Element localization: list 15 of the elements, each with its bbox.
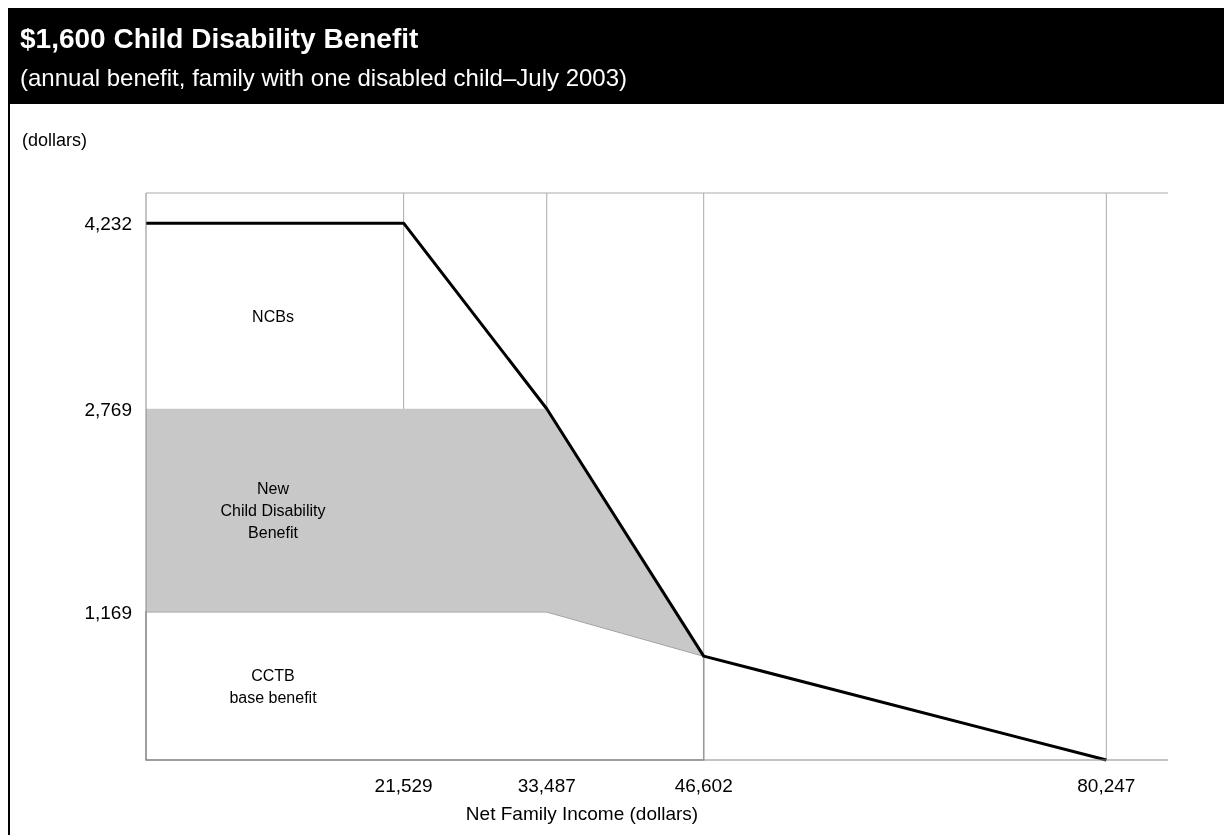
x-tick-label: 80,247 <box>1077 775 1136 796</box>
chart-subtitle: (annual benefit, family with one disabled child–July 2003) <box>20 64 628 91</box>
y-tick-label: 2,769 <box>84 398 132 420</box>
x-tick-label: 33,487 <box>517 775 576 796</box>
chart-title: $1,600 Child Disability Benefit <box>20 23 419 54</box>
line-series <box>144 221 1108 762</box>
annotation: New Child Disability Benefit <box>220 480 326 542</box>
annotation: NCBs <box>252 307 294 325</box>
y-tick-label: 4,232 <box>84 213 132 235</box>
x-tick-label: 21,529 <box>374 775 433 796</box>
y-axis-title: (dollars) <box>22 130 88 150</box>
y-tick-label: 1,169 <box>84 601 132 623</box>
x-axis-title: Net Family Income (dollars) <box>465 803 699 824</box>
annotation: CCTB base benefit <box>229 666 318 706</box>
x-tick-label: 46,602 <box>674 775 733 796</box>
